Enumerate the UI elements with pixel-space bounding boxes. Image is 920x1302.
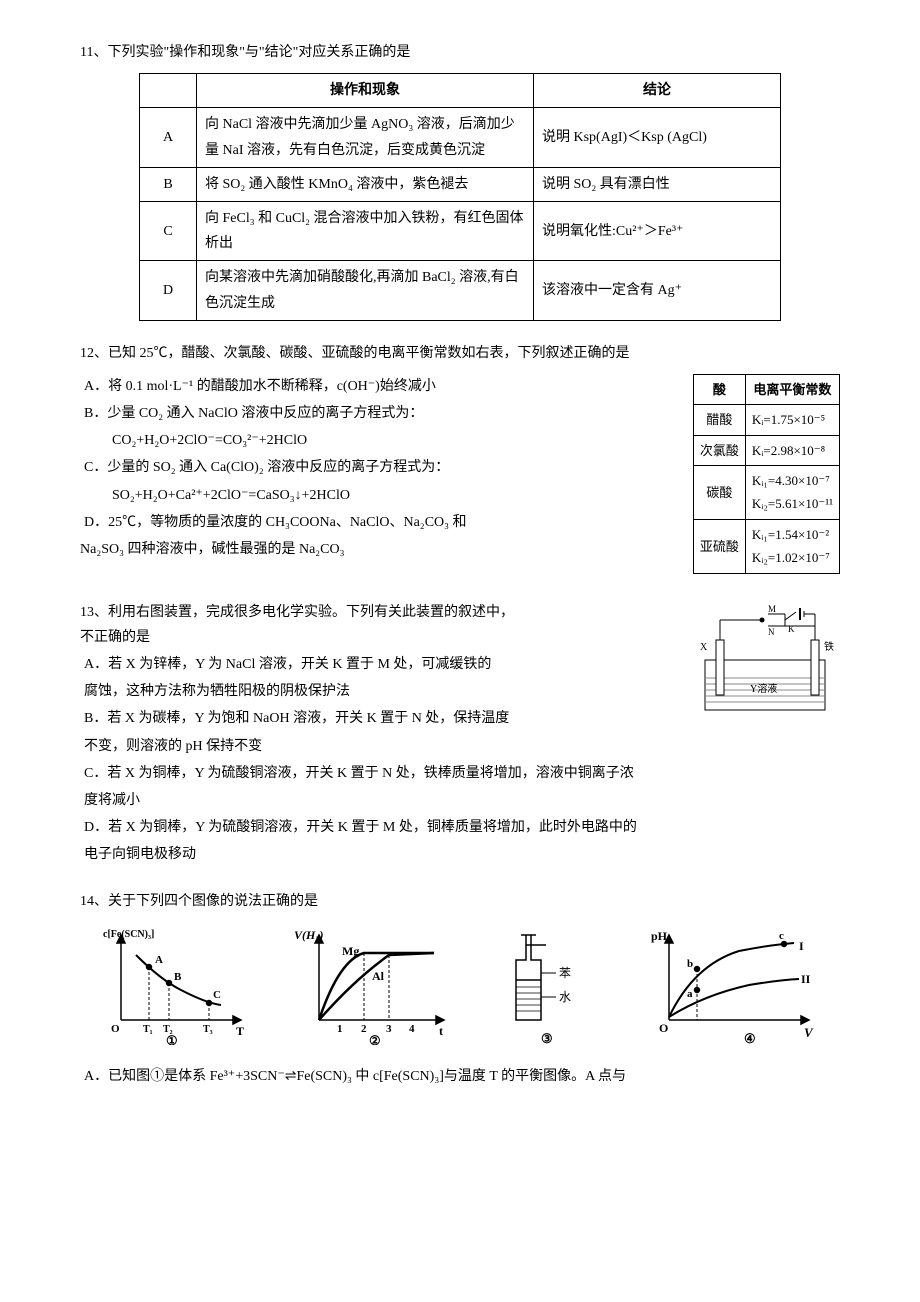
acid-name: 碳酸 (693, 466, 745, 520)
row-op: 向某溶液中先滴加硝酸酸化,再滴加 BaCl₂ 溶液,有白色沉淀生成 (197, 261, 534, 320)
q11-stem: 11、下列实验"操作和现象"与"结论"对应关系正确的是 (80, 40, 840, 65)
chart4-curve-ii: II (801, 972, 811, 986)
table-row: C 向 FeCl₃ 和 CuCl₂ 混合溶液中加入铁粉，有红色固体析出 说明氧化… (140, 201, 781, 260)
chart1-tick-3: T₃ (203, 1024, 213, 1035)
table-row: A 向 NaCl 溶液中先滴加少量 AgNO₃ 溶液，后滴加少量 NaI 溶液，… (140, 108, 781, 167)
chart4-curve-i: I (799, 939, 804, 953)
table-row: B 将 SO₂ 通入酸性 KMnO₄ 溶液中，紫色褪去 说明 SO₂ 具有漂白性 (140, 167, 781, 201)
acid-name: 醋酸 (693, 405, 745, 435)
chart-4: pH a b c I II O V ④ (649, 925, 819, 1054)
chart1-point-c: C (213, 989, 221, 1001)
chart4-ylabel: pH (651, 929, 668, 943)
label-m: M (768, 604, 776, 614)
row-label: C (140, 201, 197, 260)
chart4-circle-label: ④ (744, 1031, 756, 1045)
option-d-line1: D．若 X 为铜棒，Y 为硫酸铜溶液，开关 K 置于 M 处，铜棒质量将增加，此… (84, 815, 840, 840)
chart3-water-label: 水 (559, 990, 571, 1004)
table-row: 醋酸 Kᵢ=1.75×10⁻⁵ (693, 405, 839, 435)
option-b-line2: 不变，则溶液的 pH 保持不变 (84, 734, 840, 759)
chart2-tick-1: 1 (337, 1023, 343, 1035)
row-label: B (140, 167, 197, 201)
chart2-tick-2: 2 (361, 1023, 367, 1035)
row-concl: 说明 SO₂ 具有漂白性 (534, 167, 781, 201)
row-op: 向 FeCl₃ 和 CuCl₂ 混合溶液中加入铁粉，有红色固体析出 (197, 201, 534, 260)
table-row: 碳酸 Kᵢ₁=4.30×10⁻⁷ Kᵢ₂=5.61×10⁻¹¹ (693, 466, 839, 520)
acid-k: Kᵢ₁=4.30×10⁻⁷ Kᵢ₂=5.61×10⁻¹¹ (745, 466, 839, 520)
label-fe: 铁 (824, 640, 834, 653)
chart-1: c[Fe(SCN)₃] A B C T₁ T₂ T₃ O T ① (101, 925, 251, 1054)
row-op: 向 NaCl 溶液中先滴加少量 AgNO₃ 溶液，后滴加少量 NaI 溶液，先有… (197, 108, 534, 167)
row-concl: 说明氧化性:Cu²⁺＞Fe³⁺ (534, 201, 781, 260)
q12-constants-table: 酸 电离平衡常数 醋酸 Kᵢ=1.75×10⁻⁵ 次氯酸 Kᵢ=2.98×10⁻… (693, 374, 840, 574)
circuit-diagram-icon: M N K X 铁 Y溶液 (690, 600, 840, 720)
q11-table: 操作和现象 结论 A 向 NaCl 溶液中先滴加少量 AgNO₃ 溶液，后滴加少… (139, 73, 781, 321)
q14-options: A．已知图①是体系 Fe³⁺+3SCN⁻⇌Fe(SCN)₃ 中 c[Fe(SCN… (84, 1064, 840, 1089)
label-x: X (700, 642, 708, 653)
row-concl: 该溶液中一定含有 Ag⁺ (534, 261, 781, 320)
acid-k: Kᵢ=2.98×10⁻⁸ (745, 435, 839, 465)
svg-text:O: O (111, 1023, 120, 1035)
table-row: 次氯酸 Kᵢ=2.98×10⁻⁸ (693, 435, 839, 465)
chart1-tick-1: T₁ (143, 1024, 153, 1035)
acid-k: Kᵢ₁=1.54×10⁻² Kᵢ₂=1.02×10⁻⁷ (745, 519, 839, 573)
th-blank (140, 74, 197, 108)
chart2-al-label: Al (372, 969, 385, 983)
chart1-point-b: B (174, 971, 182, 983)
chart2-ylabel: V(H₂) (294, 928, 324, 942)
th-constant: 电离平衡常数 (745, 374, 839, 404)
question-14: 14、关于下列四个图像的说法正确的是 c[Fe(SCN)₃] (80, 889, 840, 1089)
q14-charts: c[Fe(SCN)₃] A B C T₁ T₂ T₃ O T ① (80, 925, 840, 1054)
table-row: 亚硫酸 Kᵢ₁=1.54×10⁻² Kᵢ₂=1.02×10⁻⁷ (693, 519, 839, 573)
question-13: M N K X 铁 Y溶液 13、利用右图装置，完成很多电化学实验。下列有关此装… (80, 600, 840, 870)
acid-name: 次氯酸 (693, 435, 745, 465)
chart2-tick-4: 4 (409, 1023, 415, 1035)
row-label: D (140, 261, 197, 320)
chart4-xlabel: V (804, 1025, 814, 1040)
chart1-ylabel: c[Fe(SCN)₃] (103, 929, 154, 940)
acid-name: 亚硫酸 (693, 519, 745, 573)
option-a: A．已知图①是体系 Fe³⁺+3SCN⁻⇌Fe(SCN)₃ 中 c[Fe(SCN… (84, 1064, 840, 1089)
question-12: 12、已知 25℃，醋酸、次氯酸、碳酸、亚硫酸的电离平衡常数如右表，下列叙述正确… (80, 341, 840, 580)
label-k: K (788, 624, 795, 634)
option-d-line2: 电子向铜电极移动 (84, 842, 840, 867)
th-conclusion: 结论 (534, 74, 781, 108)
label-y: Y溶液 (750, 682, 777, 695)
q14-stem: 14、关于下列四个图像的说法正确的是 (80, 889, 840, 914)
chart2-xlabel: t (439, 1024, 443, 1038)
table-header-row: 操作和现象 结论 (140, 74, 781, 108)
option-c-line1: C．若 X 为铜棒，Y 为硫酸铜溶液，开关 K 置于 N 处，铁棒质量将增加，溶… (84, 761, 840, 786)
table-header-row: 酸 电离平衡常数 (693, 374, 839, 404)
option-c-line2: 度将减小 (84, 788, 840, 813)
svg-text:O: O (659, 1021, 668, 1035)
chart2-tick-3: 3 (386, 1023, 392, 1035)
chart1-circle-label: ① (166, 1033, 178, 1045)
table-row: D 向某溶液中先滴加硝酸酸化,再滴加 BaCl₂ 溶液,有白色沉淀生成 该溶液中… (140, 261, 781, 320)
question-11: 11、下列实验"操作和现象"与"结论"对应关系正确的是 操作和现象 结论 A 向… (80, 40, 840, 321)
chart4-point-b: b (687, 958, 693, 970)
chart2-mg-label: Mg (342, 944, 359, 958)
chart2-circle-label: ② (369, 1033, 381, 1045)
chart1-xlabel: T (236, 1024, 244, 1038)
chart4-point-c: c (779, 930, 784, 942)
th-operation: 操作和现象 (197, 74, 534, 108)
chart-3: 苯 水 ③ (496, 925, 606, 1054)
acid-k: Kᵢ=1.75×10⁻⁵ (745, 405, 839, 435)
chart1-point-a: A (155, 954, 163, 966)
row-concl: 说明 Ksp(AgI)＜Ksp (AgCl) (534, 108, 781, 167)
chart4-point-a: a (687, 988, 693, 1000)
row-op: 将 SO₂ 通入酸性 KMnO₄ 溶液中，紫色褪去 (197, 167, 534, 201)
row-label: A (140, 108, 197, 167)
chart3-circle-label: ③ (541, 1031, 553, 1045)
chart-2: V(H₂) Mg Al 1 2 3 4 t ② (294, 925, 454, 1054)
chart3-benzene-label: 苯 (559, 966, 571, 980)
label-n: N (768, 627, 775, 637)
q12-stem: 12、已知 25℃，醋酸、次氯酸、碳酸、亚硫酸的电离平衡常数如右表，下列叙述正确… (80, 341, 840, 366)
th-acid: 酸 (693, 374, 745, 404)
